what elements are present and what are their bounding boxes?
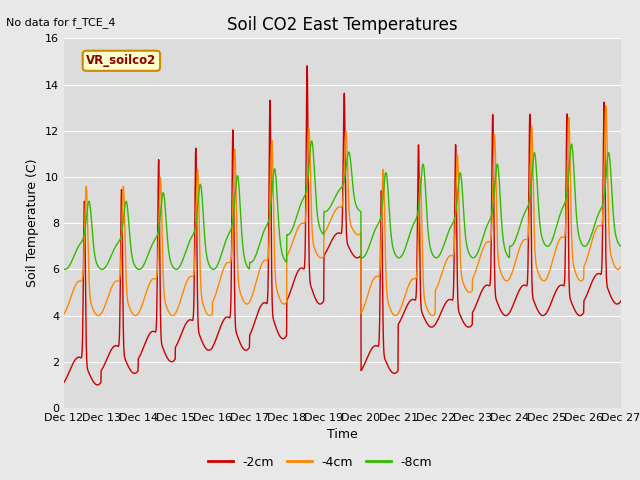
Text: VR_soilco2: VR_soilco2 xyxy=(86,54,157,67)
X-axis label: Time: Time xyxy=(327,429,358,442)
Legend: -2cm, -4cm, -8cm: -2cm, -4cm, -8cm xyxy=(203,451,437,474)
Y-axis label: Soil Temperature (C): Soil Temperature (C) xyxy=(26,159,40,288)
Text: No data for f_TCE_4: No data for f_TCE_4 xyxy=(6,17,116,28)
Title: Soil CO2 East Temperatures: Soil CO2 East Temperatures xyxy=(227,16,458,34)
